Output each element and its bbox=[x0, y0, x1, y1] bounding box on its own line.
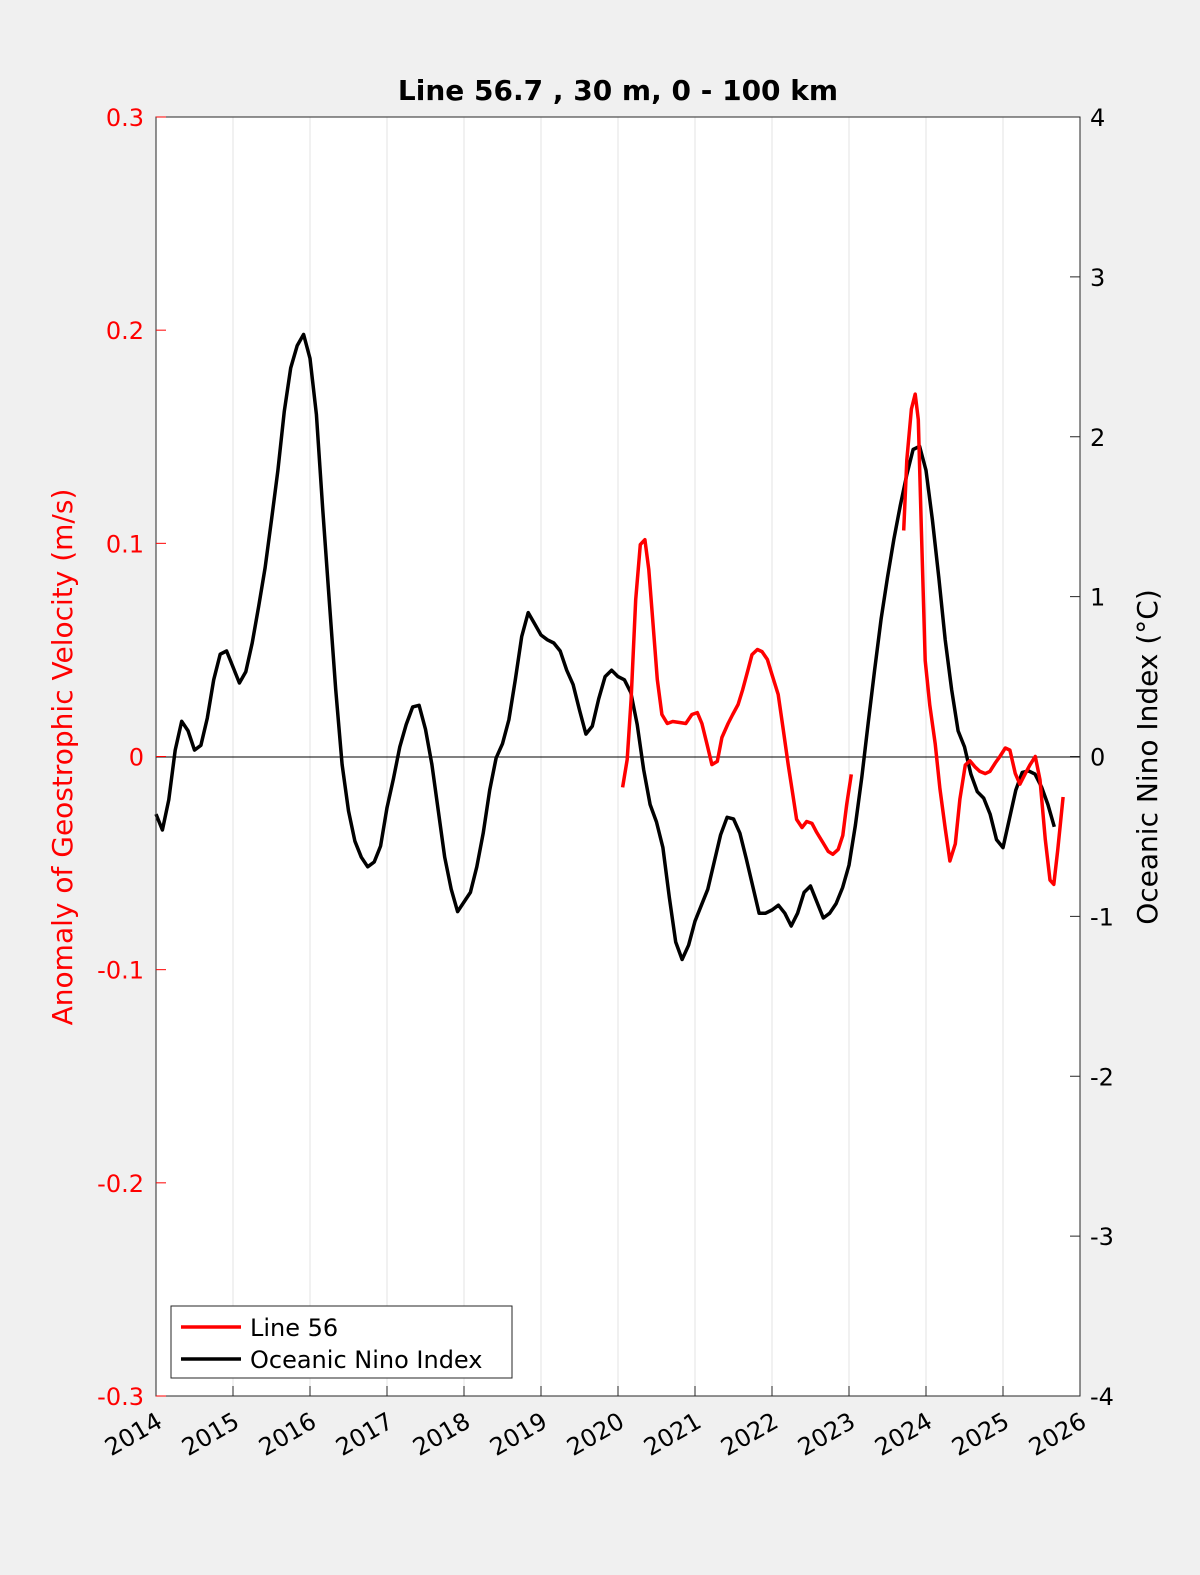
x-tick-label: 2015 bbox=[177, 1407, 244, 1462]
y-left-tick-label: -0.3 bbox=[97, 1383, 144, 1411]
y-left-tick-label: 0 bbox=[129, 744, 144, 772]
x-tick-label: 2021 bbox=[639, 1407, 706, 1462]
chart-title: Line 56.7 , 30 m, 0 - 100 km bbox=[398, 74, 838, 107]
x-tick-label: 2020 bbox=[562, 1407, 629, 1462]
legend-label-oni: Oceanic Nino Index bbox=[250, 1346, 482, 1374]
x-tick-label: 2019 bbox=[485, 1407, 552, 1462]
legend: Line 56 Oceanic Nino Index bbox=[170, 1305, 513, 1379]
x-tick-label: 2025 bbox=[947, 1407, 1014, 1462]
line56-segment-1 bbox=[620, 537, 854, 857]
y-right-tick-label: 1 bbox=[1090, 584, 1105, 612]
y-right-tick-label: -4 bbox=[1090, 1383, 1114, 1411]
line56-segment-2 bbox=[901, 392, 1065, 887]
x-tick-label: 2014 bbox=[100, 1407, 167, 1462]
y-right-tick-label: 2 bbox=[1090, 424, 1105, 452]
y-left-label: Anomaly of Geostrophic Velocity (m/s) bbox=[46, 489, 79, 1026]
x-tick-label: 2016 bbox=[254, 1407, 321, 1462]
x-tick-label: 2023 bbox=[793, 1407, 860, 1462]
x-tick-label: 2022 bbox=[716, 1407, 783, 1462]
x-tick-label: 2018 bbox=[408, 1407, 475, 1462]
y-right-tick-label: -2 bbox=[1090, 1063, 1114, 1091]
y-right-tick-label: -3 bbox=[1090, 1223, 1114, 1251]
y-left-tick-label: 0.1 bbox=[106, 530, 144, 558]
x-tick-label: 2026 bbox=[1024, 1407, 1091, 1462]
legend-box bbox=[170, 1305, 513, 1379]
y-right-tick-label: 3 bbox=[1090, 264, 1105, 292]
y-left-tick-label: -0.1 bbox=[97, 957, 144, 985]
y-left-tick-label: 0.3 bbox=[106, 104, 144, 132]
y-right-tick-label: -1 bbox=[1090, 903, 1114, 931]
y-right-label: Oceanic Nino Index (°C) bbox=[1131, 589, 1164, 925]
x-tick-label: 2017 bbox=[331, 1407, 398, 1462]
y-right-tick-label: 4 bbox=[1090, 104, 1105, 132]
legend-label-line56: Line 56 bbox=[250, 1314, 338, 1342]
y-right-tick-label: 0 bbox=[1090, 744, 1105, 772]
y-left-tick-label: 0.2 bbox=[106, 317, 144, 345]
x-tick-label: 2024 bbox=[870, 1407, 937, 1462]
y-left-tick-label: -0.2 bbox=[97, 1170, 144, 1198]
